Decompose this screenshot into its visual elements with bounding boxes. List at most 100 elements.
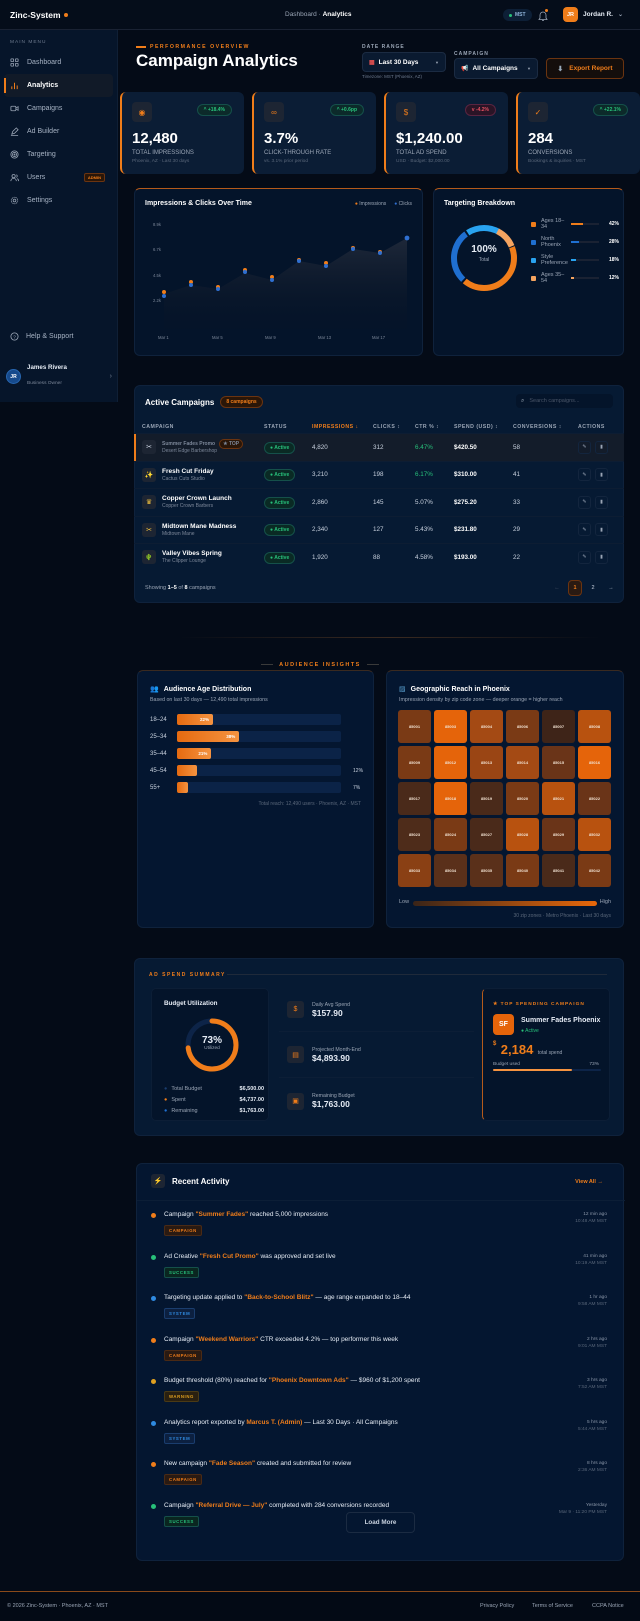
- sidebar-item-analytics[interactable]: Analytics: [4, 74, 113, 97]
- sidebar-item-users[interactable]: Users ADMIN: [4, 166, 113, 189]
- sidebar-item-targeting[interactable]: Targeting: [4, 143, 113, 166]
- activity-item[interactable]: New campaign "Fade Season" created and s…: [151, 1459, 607, 1501]
- category-tag: CAMPAIGN: [164, 1474, 202, 1485]
- activity-item[interactable]: Analytics report exported by Marcus T. (…: [151, 1418, 607, 1460]
- zip-cell[interactable]: 85021: [542, 782, 575, 815]
- zip-cell[interactable]: 85004: [470, 710, 503, 743]
- delete-icon[interactable]: ▮: [595, 523, 608, 537]
- activity-item[interactable]: Campaign "Weekend Warriors" CTR exceeded…: [151, 1335, 607, 1377]
- table-row[interactable]: ✂ Summer Fades Promo ★ TOP Desert Edge Barb…: [134, 433, 624, 461]
- zip-cell[interactable]: 85033: [398, 854, 431, 887]
- zip-cell[interactable]: 85042: [578, 854, 611, 887]
- zip-cell[interactable]: 85003: [434, 710, 467, 743]
- top-spending-campaign-panel[interactable]: ★ TOP SPENDING CAMPAIGN SF Summer Fades …: [482, 988, 610, 1121]
- zip-cell[interactable]: 85009: [398, 746, 431, 779]
- privacy-policy-link[interactable]: Privacy Policy: [480, 1603, 515, 1609]
- zip-cell[interactable]: 85018: [434, 782, 467, 815]
- export-report-button[interactable]: ⬇ Export Report: [546, 58, 624, 79]
- zip-cell[interactable]: 85024: [434, 818, 467, 851]
- grid-icon: [10, 58, 19, 67]
- page-1-button[interactable]: 1: [568, 580, 582, 596]
- edit-icon[interactable]: ✎: [578, 440, 591, 454]
- zip-cell[interactable]: 85014: [506, 746, 539, 779]
- zip-cell[interactable]: 85019: [470, 782, 503, 815]
- status-badge: ● Active: [264, 551, 296, 564]
- zip-cell[interactable]: 85040: [506, 854, 539, 887]
- edit-icon[interactable]: ✎: [578, 523, 591, 537]
- sidebar-item-campaigns[interactable]: Campaigns: [4, 97, 113, 120]
- kpi-card-impressions: ◉ ^ +18.4% 12,480 TOTAL IMPRESSIONS Phoe…: [120, 92, 244, 174]
- zip-cell[interactable]: 85016: [578, 746, 611, 779]
- zip-heatmap-grid: 85001 85003 85004 85006 85007 85008 8500…: [398, 710, 611, 887]
- zip-cell[interactable]: 85032: [578, 818, 611, 851]
- page-eyebrow: PERFORMANCE OVERVIEW: [136, 44, 250, 50]
- zip-cell[interactable]: 85028: [506, 818, 539, 851]
- activity-item[interactable]: Campaign "Referral Drive — July" complet…: [151, 1501, 607, 1543]
- user-menu[interactable]: JR Jordan R. ⌄: [563, 7, 623, 22]
- download-icon: ⬇: [557, 65, 564, 73]
- age-bar-row: 35–44 21%: [150, 745, 363, 762]
- load-more-button[interactable]: Load More: [346, 1512, 415, 1533]
- target-icon: [10, 150, 19, 159]
- activity-item[interactable]: Ad Creative "Fresh Cut Promo" was approv…: [151, 1252, 607, 1294]
- table-row[interactable]: ✨ Fresh Cut Friday Cactus Cuts Studio ● Ac…: [134, 460, 624, 489]
- zip-cell[interactable]: 85023: [398, 818, 431, 851]
- zip-cell[interactable]: 85034: [434, 854, 467, 887]
- terms-of-service-link[interactable]: Terms of Service: [532, 1603, 573, 1609]
- impressions-clicks-chart: Impressions & Clicks Over Time ● Impress…: [134, 188, 423, 356]
- brand-dot-icon: [63, 12, 68, 17]
- edit-icon[interactable]: ✎: [578, 495, 591, 509]
- zip-cell[interactable]: 85041: [542, 854, 575, 887]
- table-row[interactable]: ♛ Copper Crown Launch Copper Crown Barbers…: [134, 488, 624, 516]
- delete-icon[interactable]: ▮: [595, 440, 608, 454]
- sidebar-item-ad-builder[interactable]: Ad Builder: [4, 120, 113, 143]
- campaign-label: CAMPAIGN: [454, 51, 489, 57]
- zip-cell[interactable]: 85006: [506, 710, 539, 743]
- activity-item[interactable]: Budget threshold (80%) reached for "Phoe…: [151, 1376, 607, 1418]
- category-tag: SUCCESS: [164, 1515, 199, 1527]
- svg-text:8.9k: 8.9k: [153, 222, 162, 227]
- zip-cell[interactable]: 85029: [542, 818, 575, 851]
- edit-icon[interactable]: ✎: [578, 550, 591, 564]
- page-2-button[interactable]: 2: [591, 585, 595, 591]
- zip-cell[interactable]: 85001: [398, 710, 431, 743]
- edit-icon[interactable]: ✎: [578, 468, 591, 482]
- activity-item[interactable]: Targeting update applied to "Back-to-Sch…: [151, 1293, 607, 1335]
- delete-icon[interactable]: ▮: [595, 468, 608, 482]
- ccpa-notice-link[interactable]: CCPA Notice: [592, 1603, 624, 1609]
- table-row[interactable]: 🌵 Valley Vibes Spring The Clipper Lounge ●…: [134, 543, 624, 571]
- zip-cell[interactable]: 85035: [470, 854, 503, 887]
- campaign-select[interactable]: 📢 All Campaigns ▼: [454, 58, 538, 79]
- delete-icon[interactable]: ▮: [595, 550, 608, 564]
- zip-cell[interactable]: 85015: [542, 746, 575, 779]
- breadcrumb-dashboard[interactable]: Dashboard: [285, 11, 317, 18]
- campaign-search-input[interactable]: ⌕ Search campaigns...: [516, 394, 613, 408]
- page-title: Campaign Analytics: [136, 51, 298, 70]
- link-icon: ∞: [264, 102, 284, 122]
- breadcrumb: Dashboard · Analytics: [285, 11, 352, 18]
- zip-cell[interactable]: 85020: [506, 782, 539, 815]
- zip-cell[interactable]: 85012: [434, 746, 467, 779]
- zip-cell[interactable]: 85013: [470, 746, 503, 779]
- sidebar-item-dashboard[interactable]: Dashboard: [4, 51, 113, 74]
- activity-item[interactable]: Campaign "Summer Fades" reached 5,000 im…: [151, 1210, 607, 1252]
- category-tag: SUCCESS: [164, 1266, 199, 1278]
- zip-cell[interactable]: 85027: [470, 818, 503, 851]
- delete-icon[interactable]: ▮: [595, 495, 608, 509]
- sidebar-item-settings[interactable]: Settings: [4, 189, 113, 212]
- date-range-select[interactable]: ▦ Last 30 Days ▼: [362, 52, 446, 72]
- notification-bell-icon[interactable]: [538, 9, 548, 21]
- sidebar-user-profile[interactable]: JR James Rivera Business Owner ›: [6, 364, 114, 389]
- table-row[interactable]: ✂ Midtown Mane Madness Midtown Mane ● Acti…: [134, 515, 624, 544]
- help-support-link[interactable]: ? Help & Support: [10, 332, 73, 341]
- view-all-link[interactable]: View All →: [575, 1179, 603, 1185]
- category-tag: WARNING: [164, 1391, 199, 1402]
- next-page-button[interactable]: →: [608, 585, 614, 591]
- zip-cell[interactable]: 85017: [398, 782, 431, 815]
- zip-cell[interactable]: 85008: [578, 710, 611, 743]
- prev-page-button[interactable]: ←: [554, 585, 560, 591]
- zip-cell[interactable]: 85007: [542, 710, 575, 743]
- brand-logo[interactable]: Zinc-System: [10, 10, 68, 20]
- zip-cell[interactable]: 85022: [578, 782, 611, 815]
- targeting-donut-chart: [451, 225, 517, 291]
